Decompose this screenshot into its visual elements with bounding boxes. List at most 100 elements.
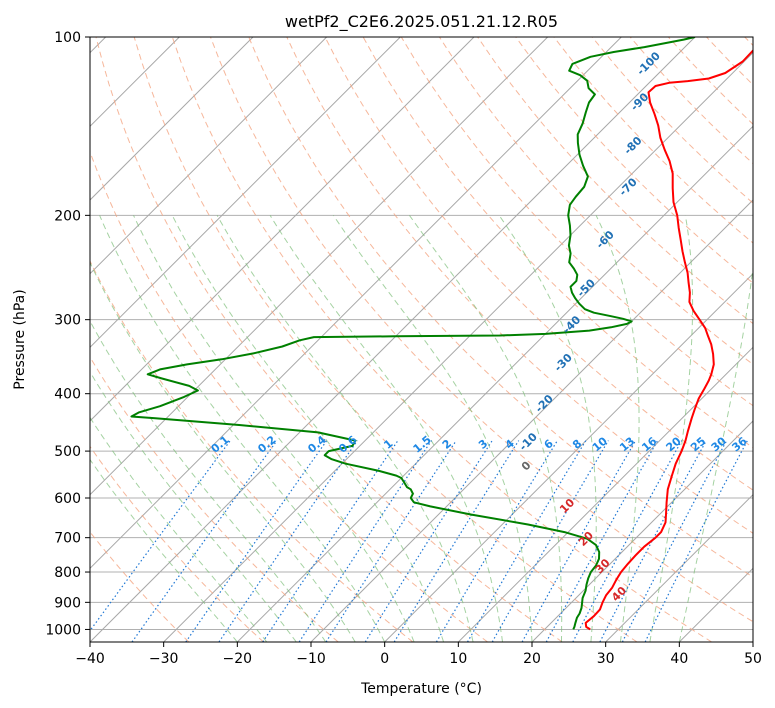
dry-adiabat-label: -10	[517, 430, 540, 453]
moist-adiabat-line	[332, 215, 533, 642]
mixing-ratio-line	[325, 440, 457, 642]
y-tick-label: 200	[54, 208, 81, 224]
y-tick-label: 100	[54, 30, 81, 46]
moist-adiabat-line	[498, 215, 597, 642]
x-tick-label: 10	[449, 651, 467, 667]
dewpoint-line	[130, 37, 696, 630]
moist-adiabat-line	[216, 215, 474, 642]
isotherm-line	[90, 37, 328, 275]
moist-adiabat-line	[269, 215, 503, 642]
mixing-ratio-line	[298, 440, 432, 642]
isotherm-line	[310, 199, 753, 642]
dry-adiabat-line	[171, 37, 712, 642]
isotherm-line	[90, 37, 696, 642]
x-axis-ticks: −40 −30 −20 −10 0 10 20 30 40 50	[75, 642, 762, 667]
x-axis-label: Temperature (°C)	[360, 681, 482, 697]
isotherm-line	[384, 272, 753, 642]
x-tick-label: 30	[597, 651, 615, 667]
y-tick-label: 400	[54, 387, 81, 403]
mixing-ratio-line	[521, 440, 637, 642]
mixing-ratio-line	[466, 440, 587, 642]
moist-adiabat-label: 20	[576, 529, 596, 549]
mixing-ratio-line	[491, 440, 609, 642]
dry-adiabat-line	[210, 37, 753, 623]
moist-adiabat-label: 0	[519, 458, 534, 473]
y-tick-label: 500	[54, 444, 81, 460]
mixing-ratio-line	[393, 440, 520, 642]
mixing-ratio-label: 1.5	[411, 433, 434, 455]
x-tick-label: 40	[670, 651, 688, 667]
dry-adiabat-line	[744, 37, 753, 47]
dry-adiabat-line	[286, 37, 753, 534]
moist-adiabat-line	[90, 458, 238, 642]
isotherm-line	[457, 346, 753, 642]
dry-adiabat-line	[95, 37, 563, 642]
y-tick-label: 1000	[45, 622, 81, 638]
dry-adiabat-label: -80	[621, 134, 644, 157]
x-tick-label: 0	[380, 651, 389, 667]
y-tick-label: 900	[54, 595, 81, 611]
y-tick-label: 300	[54, 313, 81, 329]
y-tick-label: 600	[54, 491, 81, 507]
moist-adiabat-line	[90, 370, 297, 642]
isotherm-line	[752, 641, 753, 642]
mixing-ratio-line	[185, 440, 328, 642]
moist-adiabat-line	[133, 215, 415, 642]
isotherm-line	[90, 37, 475, 422]
dry-adiabat-line	[90, 531, 190, 642]
isotherm-line	[605, 493, 753, 642]
background-lines	[90, 37, 753, 642]
mixing-ratio-line	[644, 440, 748, 642]
dry-adiabat-line	[591, 37, 753, 204]
dry-adiabat-label: -20	[533, 392, 556, 415]
y-axis-ticks: 100 200 300 400 500 600 700 800 900 1000	[45, 30, 90, 638]
dry-adiabat-line	[90, 259, 414, 642]
isotherm-line	[531, 420, 753, 642]
dry-adiabat-line	[248, 37, 753, 578]
mixing-ratio-label: 8	[570, 437, 584, 452]
profile-lines	[130, 37, 753, 631]
mixing-ratio-label: 2	[440, 437, 454, 452]
moist-adiabat-line	[90, 416, 268, 642]
mixing-ratio-line	[572, 440, 683, 642]
mixing-ratio-line	[599, 440, 707, 642]
isotherm-line	[90, 37, 254, 201]
plot-frame	[89, 36, 754, 643]
dry-adiabat-label: -30	[552, 351, 575, 374]
x-tick-label: 20	[523, 651, 541, 667]
moist-adiabat-line	[171, 215, 445, 642]
isotherm-line	[90, 37, 622, 570]
isotherm-line	[163, 51, 753, 642]
mixing-ratio-line	[90, 440, 231, 632]
dry-adiabat-line	[90, 445, 264, 642]
dry-adiabat-line	[324, 37, 753, 491]
moist-adiabat-line	[649, 215, 694, 642]
x-tick-label: −20	[223, 651, 253, 667]
chart-title: wetPf2_C2E6.2025.051.21.12.R05	[285, 12, 558, 32]
mixing-ratio-line	[435, 440, 558, 642]
y-axis-label: Pressure (hPa)	[12, 289, 28, 389]
mixing-ratio-line	[545, 440, 659, 642]
mixing-ratio-label: 3	[476, 437, 490, 452]
dry-adiabat-line	[706, 37, 753, 86]
mixing-ratio-line	[131, 440, 278, 642]
moist-adiabat-line	[408, 215, 563, 642]
mixing-ratio-label: 0.1	[209, 433, 232, 455]
moist-adiabat-line	[595, 215, 640, 642]
mixing-ratio-line	[262, 440, 399, 642]
y-tick-label: 800	[54, 565, 81, 581]
y-tick-label: 700	[54, 531, 81, 547]
isotherm-line	[90, 37, 401, 349]
mixing-ratio-line	[364, 440, 493, 642]
isotherm-line	[90, 37, 549, 496]
dry-adiabat-line	[515, 37, 753, 284]
isotherm-line	[236, 125, 753, 642]
x-tick-label: −10	[296, 651, 326, 667]
dry-adiabat-line	[90, 150, 488, 642]
moist-adiabat-line	[90, 261, 356, 642]
x-tick-label: −40	[75, 651, 105, 667]
dry-adiabat-label: -50	[575, 276, 598, 299]
moist-adiabat-line	[90, 320, 327, 642]
moist-adiabat-line	[678, 264, 753, 642]
